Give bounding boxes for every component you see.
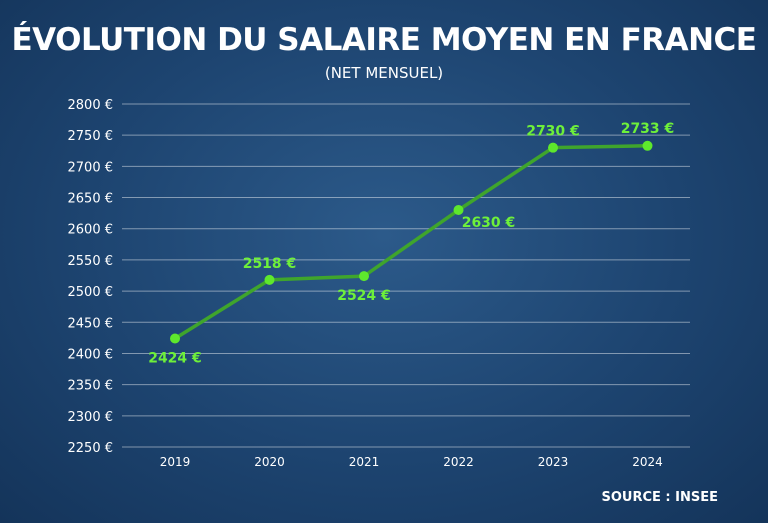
chart-title: ÉVOLUTION DU SALAIRE MOYEN EN FRANCE — [11, 22, 757, 58]
y-tick-label: 2800 € — [68, 98, 114, 113]
data-point — [642, 140, 653, 151]
y-tick-label: 2450 € — [68, 316, 114, 331]
data-point — [264, 274, 275, 285]
y-tick-label: 2500 € — [68, 285, 114, 300]
x-tick-label: 2021 — [349, 455, 380, 469]
y-tick-label: 2600 € — [68, 223, 114, 238]
data-label: 2518 € — [243, 256, 297, 272]
data-point — [170, 333, 180, 344]
data-label: 2424 € — [148, 350, 202, 366]
x-tick-label: 2023 — [538, 455, 569, 469]
x-tick-label: 2020 — [254, 455, 285, 469]
y-tick-label: 2400 € — [68, 347, 114, 362]
source-note: SOURCE : INSEE — [601, 490, 719, 505]
x-tick-label: 2019 — [160, 455, 191, 469]
data-label: 2630 € — [462, 215, 516, 231]
y-tick-label: 2300 € — [68, 410, 114, 425]
data-label: 2733 € — [621, 121, 675, 137]
y-tick-label: 2550 € — [68, 254, 114, 269]
data-point — [453, 205, 464, 216]
data-label: 2730 € — [526, 124, 580, 140]
y-tick-label: 2350 € — [68, 379, 114, 394]
y-tick-label: 2750 € — [68, 129, 114, 144]
data-point — [359, 271, 369, 282]
data-label: 2524 € — [337, 288, 391, 304]
y-tick-label: 2250 € — [68, 441, 114, 456]
y-tick-label: 2700 € — [68, 160, 114, 175]
data-point — [548, 142, 558, 153]
chart-subtitle: (NET MENSUEL) — [324, 64, 444, 82]
x-tick-label: 2024 — [632, 455, 663, 469]
series-line — [173, 144, 650, 341]
x-tick-label: 2022 — [443, 455, 474, 469]
y-tick-label: 2650 € — [68, 192, 114, 207]
